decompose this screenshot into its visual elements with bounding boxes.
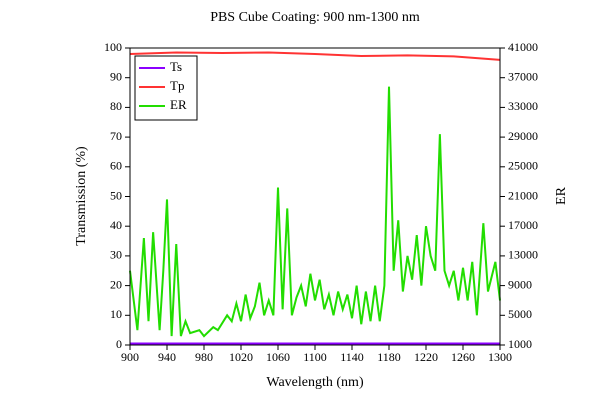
x-tick-label: 1260 (451, 350, 475, 364)
y2-tick-label: 5000 (508, 307, 532, 321)
y-axis-label: Transmission (%) (74, 146, 89, 246)
y2-tick-label: 41000 (508, 40, 538, 54)
x-tick-label: 1100 (303, 350, 327, 364)
series-line (129, 86, 501, 338)
y-tick-label: 80 (110, 99, 122, 113)
y-tick-label: 10 (110, 307, 122, 321)
y-tick-label: 0 (116, 337, 122, 351)
y-tick-label: 30 (110, 248, 122, 262)
y2-tick-label: 29000 (508, 129, 538, 143)
y2-tick-label: 13000 (508, 248, 538, 262)
y2-tick-label: 17000 (508, 218, 538, 232)
x-axis-label: Wavelength (nm) (266, 375, 364, 390)
y-tick-label: 40 (110, 218, 122, 232)
x-tick-label: 940 (158, 350, 176, 364)
y-tick-label: 20 (110, 277, 122, 291)
series-line (129, 51, 501, 61)
y-tick-label: 70 (110, 129, 122, 143)
y2-tick-label: 37000 (508, 69, 538, 83)
y2-tick-label: 9000 (508, 277, 532, 291)
y-tick-label: 60 (110, 159, 122, 173)
y-tick-label: 100 (104, 40, 122, 54)
x-tick-label: 980 (195, 350, 213, 364)
legend-label: Tp (170, 78, 184, 93)
y2-tick-label: 1000 (508, 337, 532, 351)
x-tick-label: 1060 (266, 350, 290, 364)
x-tick-label: 1220 (414, 350, 438, 364)
legend-label: Ts (170, 59, 182, 74)
plot-frame (129, 47, 501, 346)
x-tick-label: 900 (121, 350, 139, 364)
x-tick-label: 1300 (488, 350, 512, 364)
y2-tick-label: 25000 (508, 159, 538, 173)
y2-tick-label: 33000 (508, 99, 538, 113)
y2-tick-label: 21000 (508, 188, 538, 202)
x-tick-label: 1180 (377, 350, 401, 364)
x-tick-label: 1020 (229, 350, 253, 364)
legend-label: ER (170, 97, 187, 112)
y2-axis-label: ER (554, 186, 569, 205)
x-tick-label: 1140 (340, 350, 364, 364)
y-tick-label: 50 (110, 188, 122, 202)
chart-title: PBS Cube Coating: 900 nm-1300 nm (210, 10, 420, 25)
y-tick-label: 90 (110, 69, 122, 83)
